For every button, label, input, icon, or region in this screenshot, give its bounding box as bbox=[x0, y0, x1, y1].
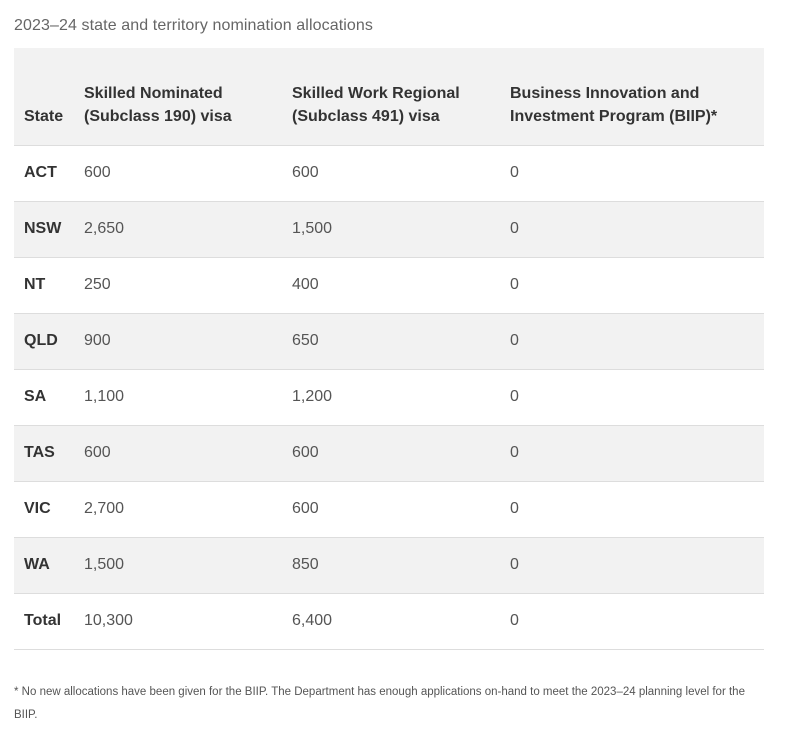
table-body: ACT 600 600 0 NSW 2,650 1,500 0 NT 250 4… bbox=[14, 145, 764, 650]
cell-subclass-491: 650 bbox=[282, 313, 500, 370]
cell-subclass-190: 600 bbox=[74, 425, 282, 482]
cell-subclass-190: 2,650 bbox=[74, 201, 282, 258]
table-row: WA 1,500 850 0 bbox=[14, 537, 764, 594]
header-state: State bbox=[14, 48, 74, 146]
cell-subclass-190: 10,300 bbox=[74, 593, 282, 650]
cell-biip: 0 bbox=[500, 257, 764, 314]
header-row: State Skilled Nominated (Subclass 190) v… bbox=[14, 48, 764, 146]
cell-state: ACT bbox=[14, 145, 74, 202]
cell-biip: 0 bbox=[500, 481, 764, 538]
footnote: * No new allocations have been given for… bbox=[14, 686, 745, 721]
header-biip: Business Innovation and Investment Progr… bbox=[500, 48, 764, 146]
cell-state: VIC bbox=[14, 481, 74, 538]
allocations-table: State Skilled Nominated (Subclass 190) v… bbox=[14, 48, 764, 650]
cell-subclass-491: 850 bbox=[282, 537, 500, 594]
table-header: State Skilled Nominated (Subclass 190) v… bbox=[14, 48, 764, 146]
header-subclass-190: Skilled Nominated (Subclass 190) visa bbox=[74, 48, 282, 146]
cell-subclass-190: 1,100 bbox=[74, 369, 282, 426]
cell-state: TAS bbox=[14, 425, 74, 482]
cell-subclass-491: 600 bbox=[282, 145, 500, 202]
cell-subclass-491: 600 bbox=[282, 481, 500, 538]
cell-subclass-190: 900 bbox=[74, 313, 282, 370]
table-row: SA 1,100 1,200 0 bbox=[14, 369, 764, 426]
cell-subclass-491: 400 bbox=[282, 257, 500, 314]
cell-biip: 0 bbox=[500, 425, 764, 482]
cell-subclass-190: 1,500 bbox=[74, 537, 282, 594]
table-caption: 2023–24 state and territory nomination a… bbox=[14, 17, 373, 34]
table-row: TAS 600 600 0 bbox=[14, 425, 764, 482]
cell-biip: 0 bbox=[500, 593, 764, 650]
cell-biip: 0 bbox=[500, 369, 764, 426]
cell-subclass-190: 2,700 bbox=[74, 481, 282, 538]
table-row: NT 250 400 0 bbox=[14, 257, 764, 314]
cell-subclass-491: 1,200 bbox=[282, 369, 500, 426]
table-row: QLD 900 650 0 bbox=[14, 313, 764, 370]
cell-subclass-491: 600 bbox=[282, 425, 500, 482]
cell-biip: 0 bbox=[500, 201, 764, 258]
table-row-total: Total 10,300 6,400 0 bbox=[14, 593, 764, 650]
table-row: ACT 600 600 0 bbox=[14, 145, 764, 202]
table-row: NSW 2,650 1,500 0 bbox=[14, 201, 764, 258]
cell-subclass-491: 6,400 bbox=[282, 593, 500, 650]
cell-state: WA bbox=[14, 537, 74, 594]
cell-state: QLD bbox=[14, 313, 74, 370]
cell-subclass-190: 600 bbox=[74, 145, 282, 202]
cell-biip: 0 bbox=[500, 145, 764, 202]
cell-subclass-491: 1,500 bbox=[282, 201, 500, 258]
cell-subclass-190: 250 bbox=[74, 257, 282, 314]
cell-state: NSW bbox=[14, 201, 74, 258]
cell-biip: 0 bbox=[500, 537, 764, 594]
table-row: VIC 2,700 600 0 bbox=[14, 481, 764, 538]
header-subclass-491: Skilled Work Regional (Subclass 491) vis… bbox=[282, 48, 500, 146]
cell-state: Total bbox=[14, 593, 74, 650]
cell-state: NT bbox=[14, 257, 74, 314]
cell-state: SA bbox=[14, 369, 74, 426]
cell-biip: 0 bbox=[500, 313, 764, 370]
